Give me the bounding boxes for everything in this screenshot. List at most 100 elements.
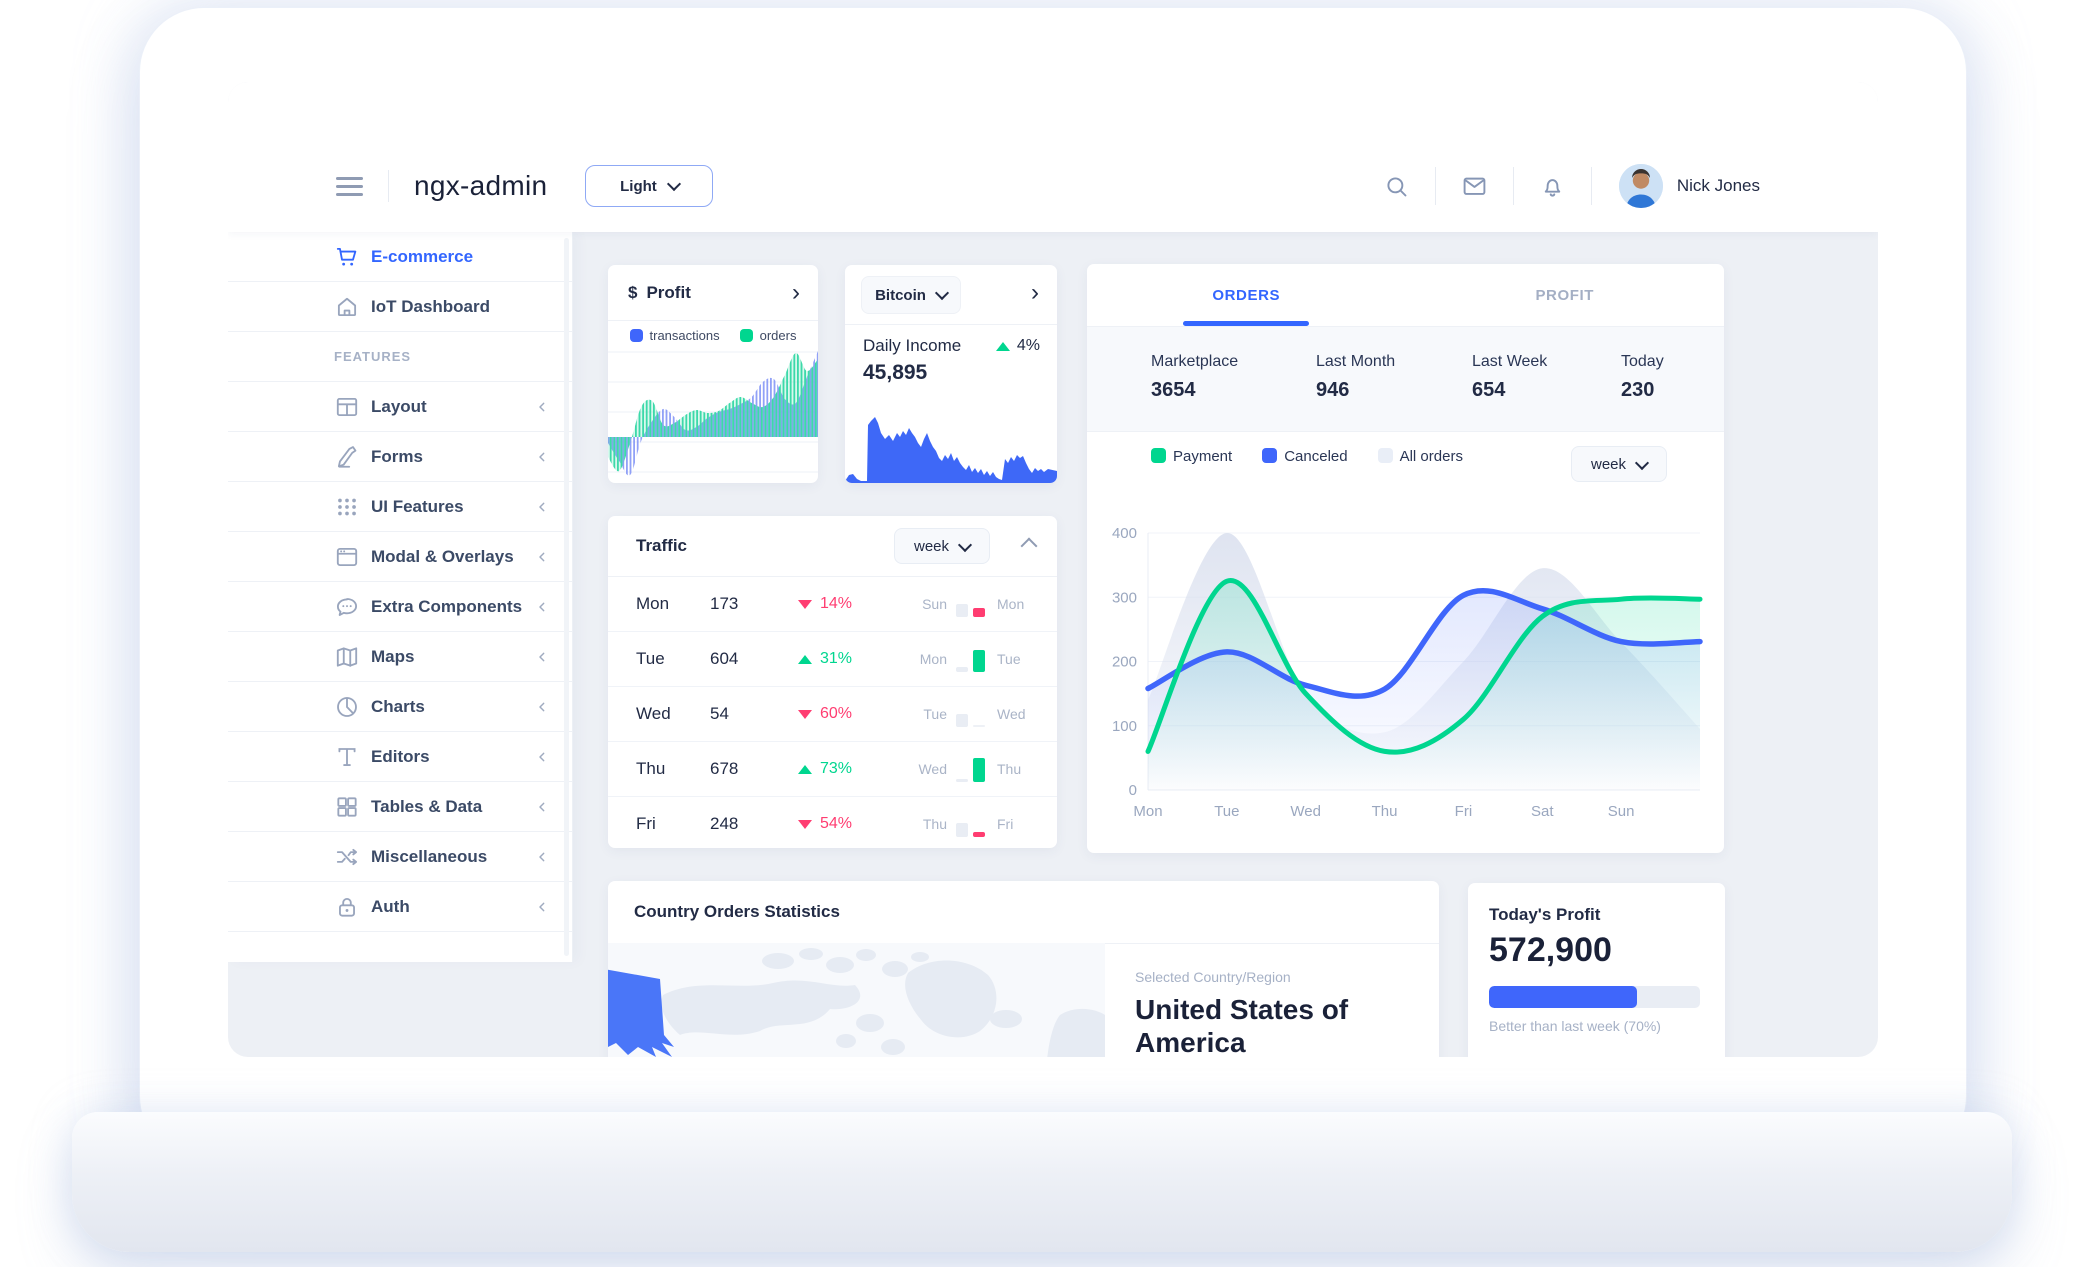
traffic-title: Traffic [636,536,688,555]
traffic-row-fri[interactable]: Fri 248 54% Thu Fri [608,797,1057,848]
compare-cur-day: Wed [997,706,1026,722]
sidebar-item-layout[interactable]: Layout [228,382,572,432]
canceled-legend-chip [1262,448,1278,463]
compare-prev-day: Sun [922,596,947,612]
forward-icon[interactable]: › [1031,279,1039,306]
theme-select[interactable]: Light [585,165,714,207]
app-title[interactable]: ngx-admin [414,170,548,201]
search-icon[interactable] [1383,173,1410,200]
sidebar-item-e-commerce[interactable]: E-commerce [228,232,572,282]
tab-profit[interactable]: PROFIT [1535,286,1595,304]
edit-icon [334,444,360,470]
traffic-day: Fri [636,814,656,833]
bell-icon[interactable] [1539,173,1566,200]
user-name[interactable]: Nick Jones [1676,176,1760,195]
traffic-row-mon[interactable]: Mon 173 14% Sun Mon [608,577,1057,632]
bitcoin-card: Bitcoin › Daily Income 4% 45,895 [845,265,1057,483]
traffic-compare: Sun Mon [911,591,1033,617]
svg-text:Fri: Fri [1455,803,1473,820]
today-profit-title: Today's Profit [1489,905,1601,924]
sidebar-item-maps[interactable]: Maps [228,632,572,682]
sidebar-item-iot-dashboard[interactable]: IoT Dashboard [228,282,572,332]
currency-select[interactable]: Bitcoin [861,276,961,314]
sidebar-item-auth[interactable]: Auth [228,882,572,932]
profit-card: $ Profit › transactions orders [608,265,818,483]
legend-label: transactions [649,328,720,343]
traffic-day: Tue [636,649,665,668]
chevron-left-icon [534,599,550,615]
chevron-down-icon [957,537,973,552]
trend-down-icon [798,709,812,719]
profit-legend: transactions orders [608,321,818,350]
traffic-row-thu[interactable]: Thu 678 73% Wed Thu [608,742,1057,797]
compare-cur-day: Fri [997,816,1014,832]
period-select[interactable]: week [894,528,990,564]
traffic-row-wed[interactable]: Wed 54 60% Tue Wed [608,687,1057,742]
chevron-down-icon [934,285,949,301]
grid-icon [334,794,360,820]
sidebar-item-label: Tables & Data [371,796,483,816]
laptop-base [72,1112,2012,1252]
traffic-value: 604 [710,649,739,668]
svg-text:Wed: Wed [1290,803,1321,820]
transactions-legend-chip [629,329,643,342]
trend-up-icon [995,341,1010,351]
sidebar-item-ui-features[interactable]: UI Features [228,482,572,532]
traffic-row-tue[interactable]: Tue 604 31% Mon Tue [608,632,1057,687]
traffic-change: 54% [798,815,910,833]
orders-card: ORDERS PROFIT Marketplace 3654 Last Month… [1087,264,1724,853]
tab-orders[interactable]: ORDERS [1212,286,1281,304]
chevron-down-icon [666,176,681,192]
svg-text:Sat: Sat [1531,803,1554,820]
browser-icon [334,544,360,570]
svg-text:100: 100 [1112,718,1137,735]
sidebar-item-editors[interactable]: Editors [228,732,572,782]
sidebar-item-extra-components[interactable]: Extra Components [228,582,572,632]
sidebar-item-modal-overlays[interactable]: Modal & Overlays [228,532,572,582]
shuffle-icon [334,844,360,870]
period-select[interactable]: week [1571,446,1667,482]
forward-icon[interactable]: › [792,279,800,306]
keypad-icon [334,494,360,520]
traffic-change: 31% [798,650,910,668]
compare-bars [956,591,988,617]
selected-country-shape [608,969,674,1057]
sidebar-item-miscellaneous[interactable]: Miscellaneous [228,832,572,882]
sidebar-section-label: FEATURES [228,332,572,382]
mail-icon[interactable] [1461,173,1488,200]
avatar[interactable] [1618,164,1663,208]
menu-toggle-button[interactable] [336,176,363,196]
orders-legend-chip [739,329,753,342]
chevron-left-icon [534,749,550,765]
orders-chart-legend: Payment Canceled All orders [1151,448,1463,465]
layout-icon [334,394,360,420]
theme-select-value: Light [620,177,657,195]
legend-label: Payment [1173,448,1233,465]
selected-country-name: United States of America [1135,994,1349,1057]
svg-text:200: 200 [1112,654,1137,671]
sidebar-item-label: Layout [371,396,427,416]
selected-country-label: Selected Country/Region [1135,969,1291,985]
sidebar: E-commerce IoT Dashboard FEATURES Layout For… [228,232,573,962]
compare-prev-day: Thu [922,816,947,832]
traffic-compare: Thu Fri [911,811,1033,837]
traffic-value: 54 [710,704,729,723]
sidebar-item-label: Maps [371,646,415,666]
sidebar-item-label: IoT Dashboard [371,296,491,316]
chevron-left-icon [534,499,550,515]
traffic-change: 14% [798,595,910,613]
collapse-icon[interactable] [1020,537,1038,555]
sidebar-item-tables-data[interactable]: Tables & Data [228,782,572,832]
divider [1512,167,1514,205]
legend-label: All orders [1399,448,1463,465]
orders-tabs: ORDERS PROFIT [1087,264,1724,326]
sidebar-item-charts[interactable]: Charts [228,682,572,732]
sidebar-item-label: UI Features [371,496,464,516]
compare-cur-day: Mon [997,596,1025,612]
today-profit-card: Today's Profit 572,900 Better than last … [1468,883,1725,1057]
sidebar-item-forms[interactable]: Forms [228,432,572,482]
divider [1590,167,1592,205]
traffic-day: Mon [636,594,670,613]
world-map[interactable] [608,943,1105,1057]
chat-icon [334,594,360,620]
